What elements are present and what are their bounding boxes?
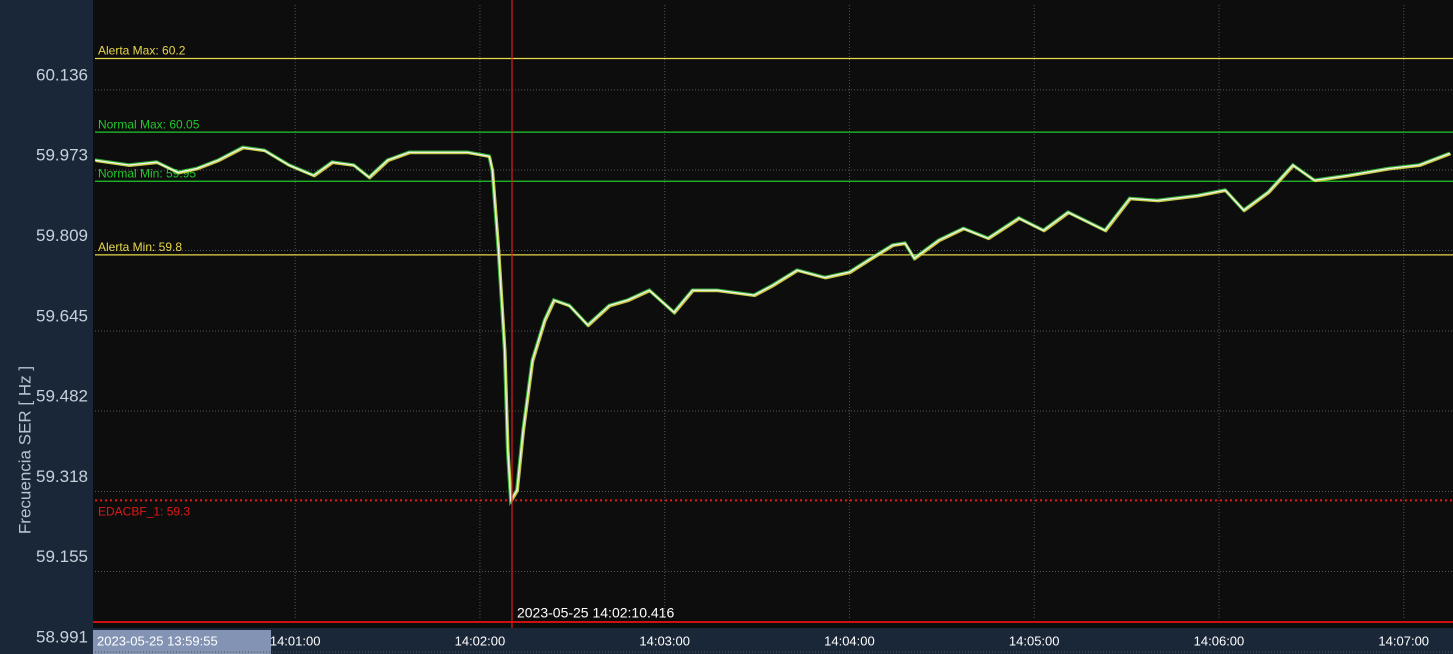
x-tick-label: 14:06:00	[1194, 633, 1245, 648]
y-tick-label: 59.645	[36, 306, 88, 325]
series-line	[94, 146, 1451, 503]
threshold-label: Alerta Min: 59.8	[98, 240, 182, 254]
y-tick-label: 58.991	[36, 627, 88, 646]
y-axis-label: Frecuencia SER [ Hz ]	[15, 366, 34, 534]
x-tick-label: 14:01:00	[270, 633, 321, 648]
y-tick-label: 59.155	[36, 547, 88, 566]
threshold-label: Normal Max: 60.05	[98, 117, 200, 131]
x-tick-label: 14:04:00	[824, 633, 875, 648]
y-tick-label: 60.136	[36, 65, 88, 84]
x-tick-label: 14:03:00	[639, 633, 690, 648]
y-axis-panel	[0, 0, 93, 654]
x-axis-panel	[93, 628, 1453, 654]
x-tick-label: 14:07:00	[1378, 633, 1429, 648]
cursor-label: 2023-05-25 14:02:10.416	[517, 605, 674, 621]
series-halo	[95, 147, 1452, 505]
start-label: 2023-05-25 13:59:55	[97, 633, 218, 648]
y-tick-label: 59.809	[36, 226, 88, 245]
y-tick-label: 59.318	[36, 467, 88, 486]
threshold-label: EDACBF_1: 59.3	[98, 504, 190, 518]
x-tick-label: 14:02:00	[455, 633, 506, 648]
y-tick-label: 59.482	[36, 386, 88, 405]
y-tick-label: 59.973	[36, 145, 88, 164]
x-tick-label: 14:05:00	[1009, 633, 1060, 648]
threshold-label: Alerta Max: 60.2	[98, 44, 186, 58]
start-box	[93, 630, 271, 654]
plot-area	[93, 0, 1453, 628]
